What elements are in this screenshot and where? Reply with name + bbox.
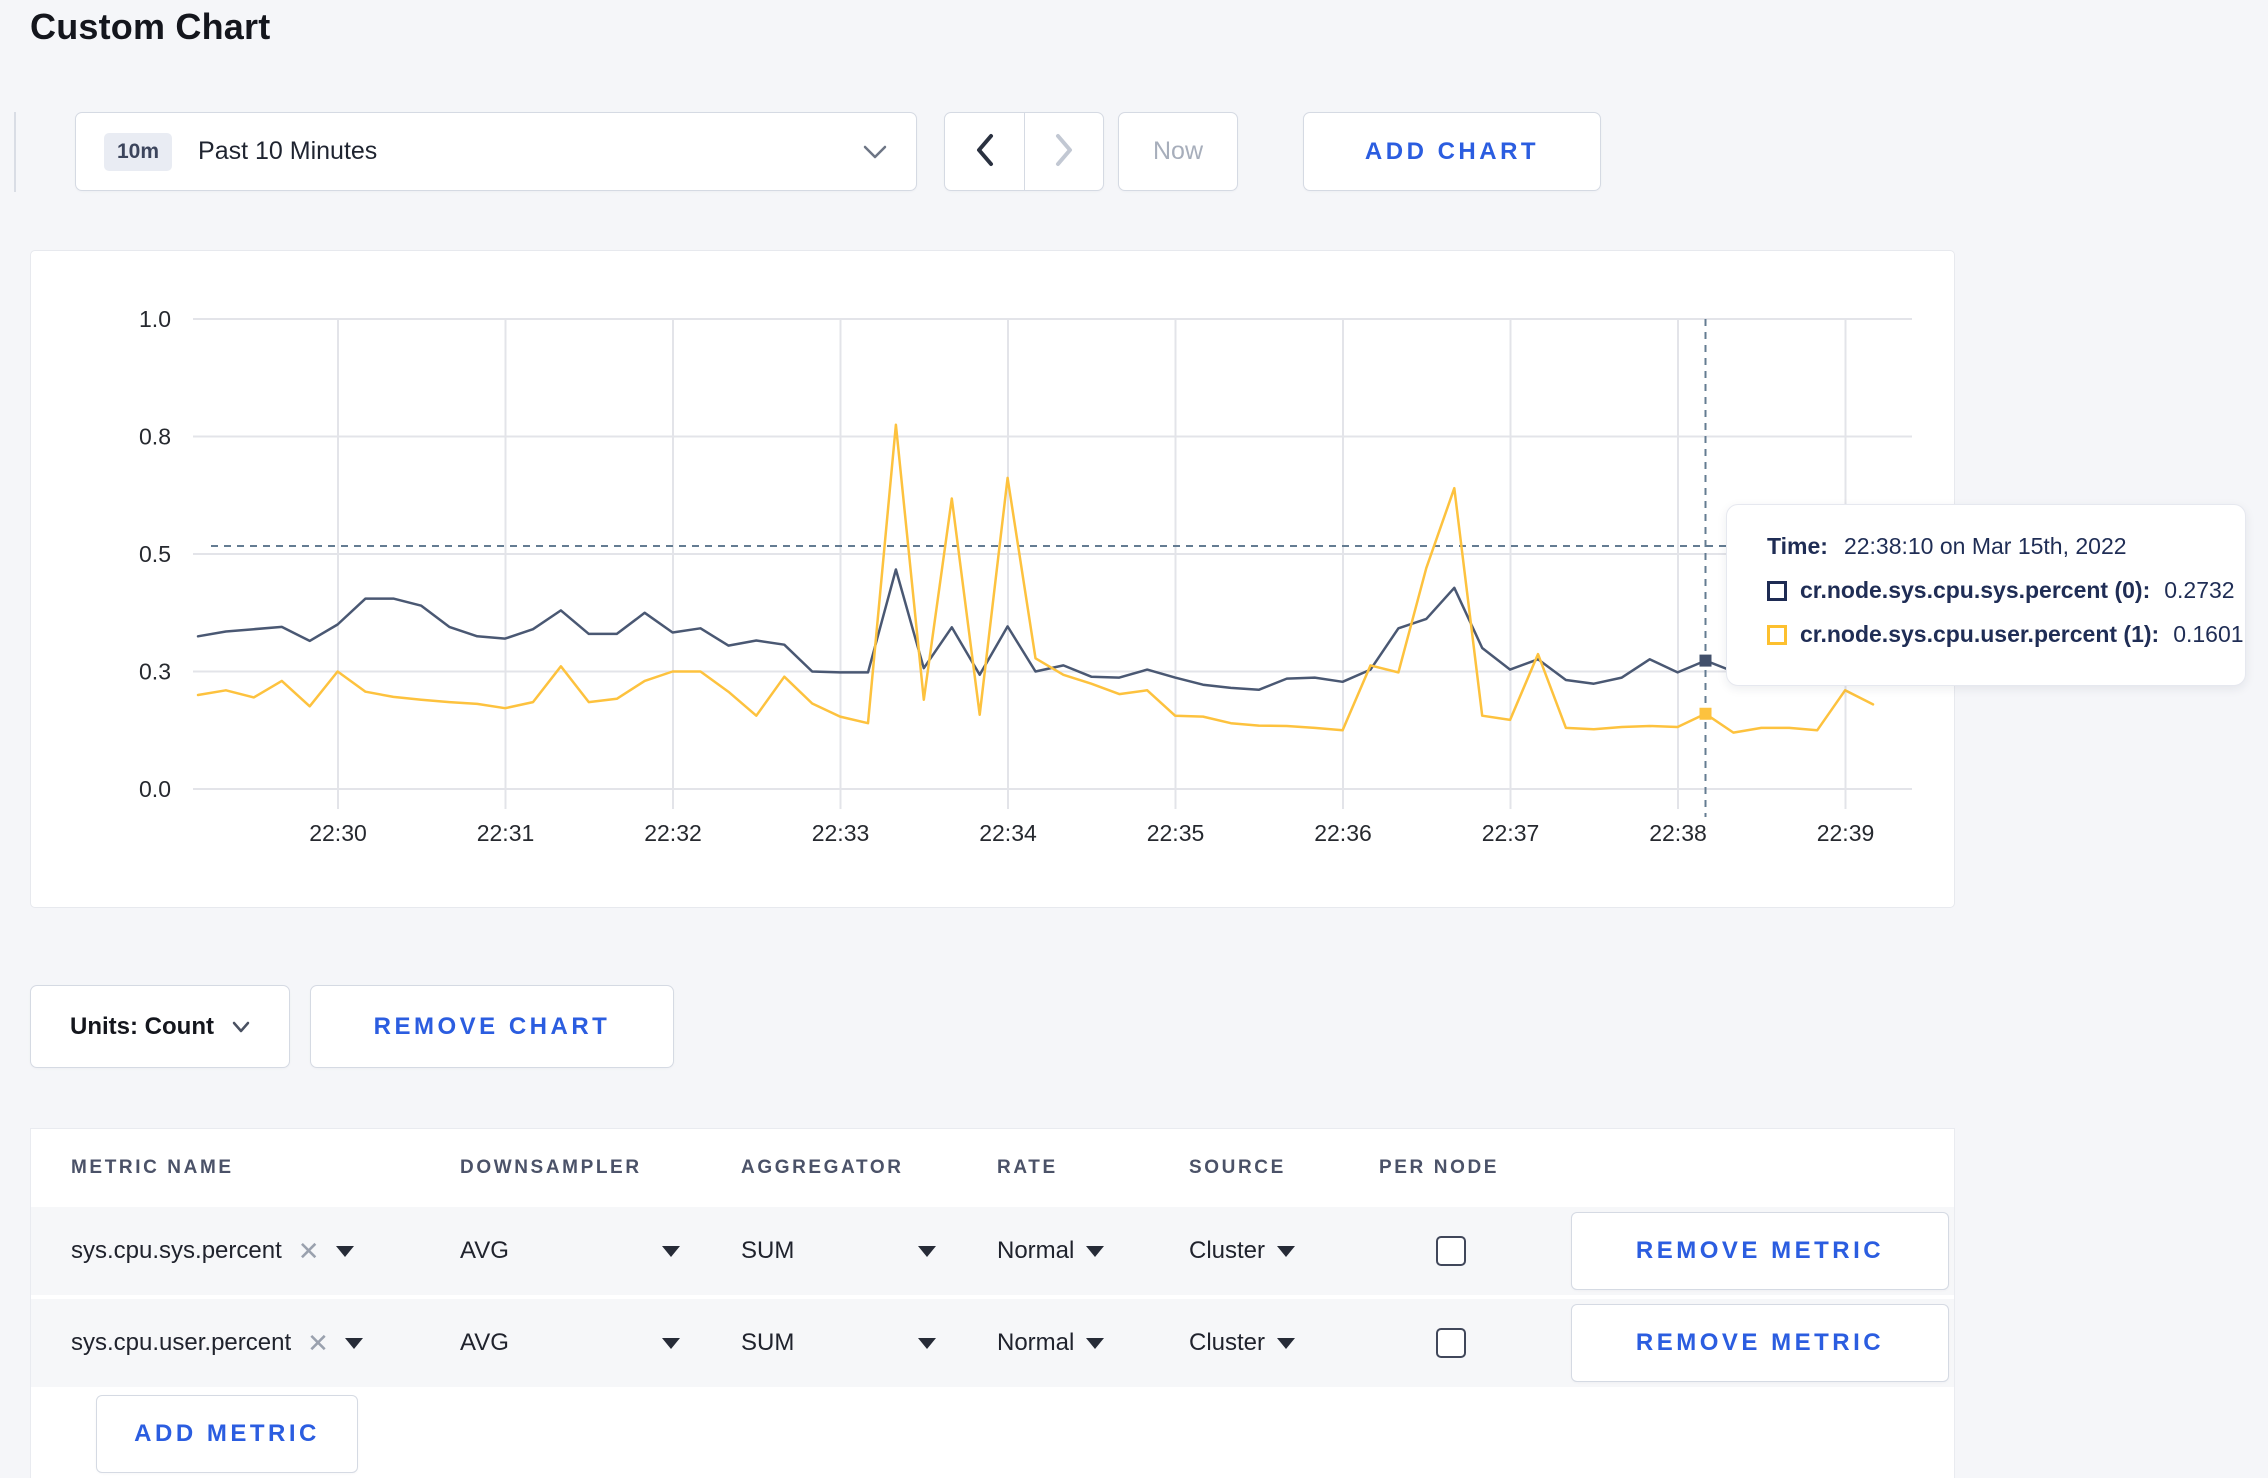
metric-dropdown-arrow-icon[interactable]	[335, 1245, 354, 1257]
col-header-metric-name: METRIC NAME	[71, 1157, 234, 1178]
user-series-swatch-icon	[1767, 624, 1787, 645]
cpu-line-chart[interactable]: 1.0 0.8 0.5 0.3 0.0 22:30 22:31 22:32 22:33 22:34…	[31, 251, 1953, 906]
tooltip-sys-metric: cr.node.sys.cpu.sys.percent (0):	[1800, 577, 2151, 603]
svg-text:22:35: 22:35	[1147, 820, 1205, 846]
aggregator-value: SUM	[741, 1237, 795, 1264]
metric-row: sys.cpu.sys.percent ✕ AVG SUM Normal Clu…	[31, 1207, 1954, 1295]
svg-text:22:34: 22:34	[979, 820, 1037, 846]
rate-select[interactable]: Normal	[987, 1329, 1179, 1357]
remove-metric-button[interactable]: REMOVE METRIC	[1571, 1304, 1949, 1382]
dropdown-arrow-icon	[918, 1245, 936, 1257]
col-header-rate: RATE	[997, 1157, 1058, 1178]
chart-hover-tooltip: Time: 22:38:10 on Mar 15th, 2022 cr.node…	[1726, 504, 2246, 686]
page-title: Custom Chart	[30, 6, 271, 47]
dropdown-arrow-icon	[1277, 1245, 1296, 1257]
svg-text:0.0: 0.0	[139, 776, 171, 802]
aggregator-select[interactable]: SUM	[741, 1237, 936, 1265]
source-select[interactable]: Cluster	[1179, 1329, 1369, 1357]
time-range-label: Past 10 Minutes	[198, 137, 378, 165]
aggregator-select[interactable]: SUM	[741, 1329, 936, 1357]
tooltip-user-metric: cr.node.sys.cpu.user.percent (1):	[1800, 621, 2160, 647]
chevron-down-icon	[232, 1021, 250, 1033]
svg-text:22:36: 22:36	[1314, 820, 1372, 846]
downsampler-select[interactable]: AVG	[460, 1237, 680, 1265]
chevron-down-icon	[862, 144, 888, 160]
clear-metric-icon[interactable]: ✕	[297, 1235, 320, 1266]
source-select[interactable]: Cluster	[1179, 1237, 1369, 1265]
col-header-source: SOURCE	[1189, 1157, 1286, 1178]
metric-name-value: sys.cpu.user.percent	[71, 1329, 292, 1356]
svg-text:22:30: 22:30	[309, 820, 367, 846]
svg-text:22:38: 22:38	[1649, 820, 1707, 846]
per-node-checkbox[interactable]	[1436, 1236, 1466, 1266]
svg-text:22:31: 22:31	[477, 820, 535, 846]
svg-text:0.8: 0.8	[139, 424, 171, 450]
col-header-aggregator: AGGREGATOR	[741, 1157, 904, 1178]
now-button[interactable]: Now	[1118, 112, 1238, 191]
rate-select[interactable]: Normal	[987, 1237, 1179, 1265]
remove-metric-button[interactable]: REMOVE METRIC	[1571, 1212, 1949, 1290]
tooltip-sys-value: 0.2732	[2164, 577, 2235, 603]
units-label: Units: Count	[70, 1012, 214, 1040]
add-chart-button[interactable]: ADD CHART	[1303, 112, 1601, 191]
metrics-table-header: METRIC NAME DOWNSAMPLER AGGREGATOR RATE …	[31, 1129, 1954, 1207]
metrics-table: METRIC NAME DOWNSAMPLER AGGREGATOR RATE …	[30, 1128, 1955, 1478]
metric-dropdown-arrow-icon[interactable]	[344, 1337, 363, 1349]
svg-text:1.0: 1.0	[139, 306, 171, 332]
tooltip-user-value: 0.1601	[2173, 621, 2244, 647]
prev-time-button[interactable]	[945, 113, 1024, 190]
downsampler-value: AVG	[460, 1329, 509, 1356]
source-value: Cluster	[1189, 1237, 1266, 1264]
svg-text:22:37: 22:37	[1482, 820, 1540, 846]
next-time-button[interactable]	[1024, 113, 1103, 190]
rate-value: Normal	[997, 1329, 1075, 1356]
metric-row: sys.cpu.user.percent ✕ AVG SUM Normal Cl…	[31, 1299, 1954, 1387]
sys-series-swatch-icon	[1767, 580, 1787, 601]
downsampler-select[interactable]: AVG	[460, 1329, 680, 1357]
chart-card: 1.0 0.8 0.5 0.3 0.0 22:30 22:31 22:32 22:33 22:34…	[30, 250, 1955, 908]
dropdown-arrow-icon	[662, 1337, 680, 1349]
svg-text:0.3: 0.3	[139, 659, 171, 685]
time-range-select[interactable]: 10m Past 10 Minutes	[75, 112, 917, 191]
time-range-badge: 10m	[104, 132, 173, 171]
col-header-per-node: PER NODE	[1379, 1157, 1500, 1178]
metric-name-value: sys.cpu.sys.percent	[71, 1237, 282, 1264]
dropdown-arrow-icon	[1086, 1337, 1105, 1349]
tooltip-time-value: 22:38:10 on Mar 15th, 2022	[1843, 533, 2127, 559]
svg-text:0.5: 0.5	[139, 541, 171, 567]
col-header-downsampler: DOWNSAMPLER	[460, 1157, 642, 1178]
remove-chart-button[interactable]: REMOVE CHART	[310, 985, 674, 1068]
svg-text:22:32: 22:32	[644, 820, 702, 846]
dropdown-arrow-icon	[1086, 1245, 1105, 1257]
aggregator-value: SUM	[741, 1329, 795, 1356]
add-metric-button[interactable]: ADD METRIC	[96, 1395, 358, 1473]
units-select[interactable]: Units: Count	[30, 985, 290, 1068]
chevron-left-icon	[974, 132, 996, 171]
clear-metric-icon[interactable]: ✕	[307, 1327, 329, 1358]
svg-text:22:33: 22:33	[812, 820, 870, 846]
dropdown-arrow-icon	[918, 1337, 936, 1349]
dropdown-arrow-icon	[662, 1245, 680, 1257]
per-node-checkbox[interactable]	[1436, 1328, 1466, 1358]
chevron-right-icon	[1053, 132, 1075, 171]
time-pager	[944, 112, 1104, 191]
dropdown-arrow-icon	[1277, 1337, 1296, 1349]
downsampler-value: AVG	[460, 1237, 509, 1264]
rate-value: Normal	[997, 1237, 1075, 1264]
svg-text:22:39: 22:39	[1817, 820, 1875, 846]
tooltip-time-label: Time:	[1767, 533, 1828, 559]
source-value: Cluster	[1189, 1329, 1266, 1356]
toolbar-divider	[14, 112, 16, 192]
